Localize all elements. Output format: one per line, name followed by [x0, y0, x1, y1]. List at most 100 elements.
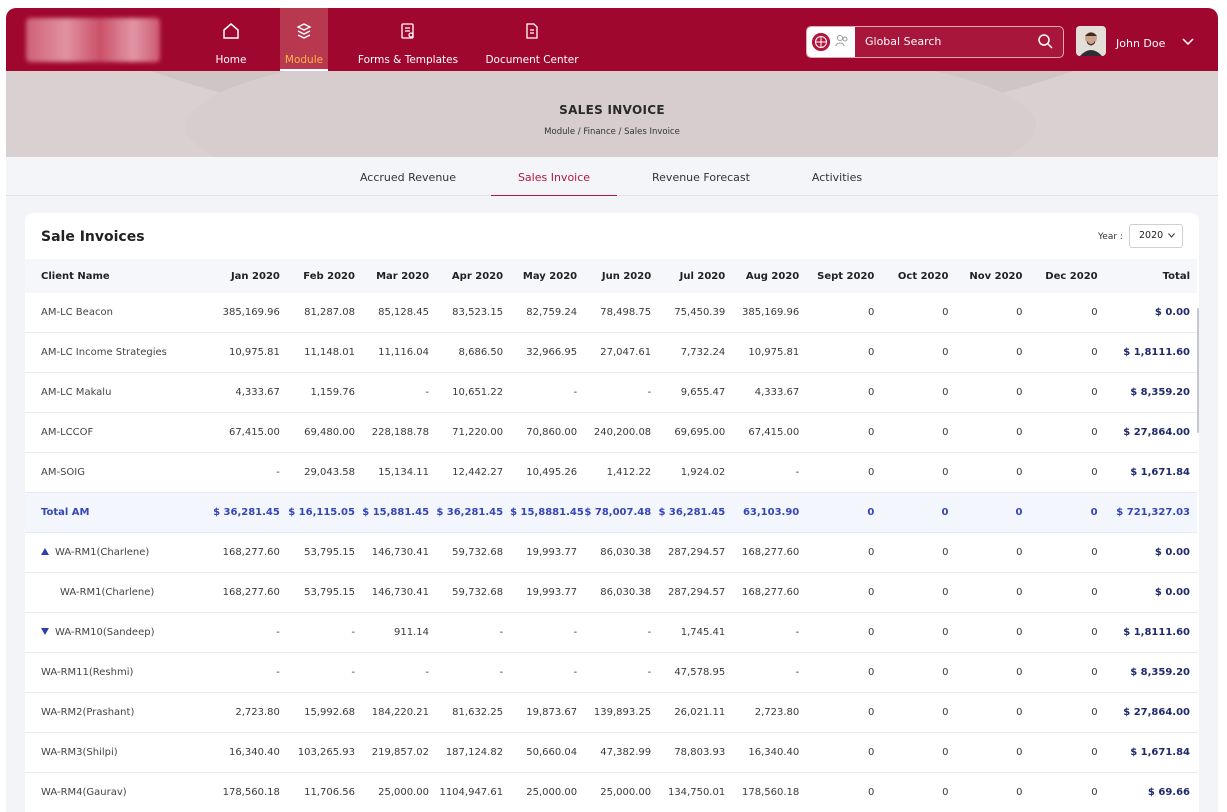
column-header[interactable]: Nov 2020 [955, 259, 1030, 293]
globe-icon[interactable] [812, 33, 830, 51]
company-logo[interactable] [26, 18, 160, 62]
column-header[interactable]: Dec 2020 [1029, 259, 1105, 293]
month-value-cell: - [732, 652, 807, 693]
month-value-cell: 59,732.68 [436, 532, 511, 573]
search-scope-toggle[interactable] [807, 27, 855, 57]
column-header[interactable]: Feb 2020 [286, 259, 362, 293]
column-header[interactable]: Oct 2020 [881, 259, 956, 293]
client-name-cell: Total AM [25, 492, 199, 533]
month-value-cell: 9,655.47 [658, 372, 733, 413]
total-row[interactable]: Total AM $ 36,281.45 $ 16,115.05 $ 15,881.4… [25, 492, 1197, 533]
table-row[interactable]: WA-RM4(Gaurav) 178,560.18 11,706.56 25,000.… [25, 772, 1197, 812]
tab-sales-invoice[interactable]: Sales Invoice [491, 157, 617, 196]
month-value-cell: 4,333.67 [198, 372, 287, 413]
month-value-cell: 47,578.95 [658, 652, 733, 693]
user-name[interactable]: John Doe [1116, 37, 1166, 50]
month-value-cell: $ 16,115.05 [286, 492, 362, 533]
global-search[interactable]: Global Search [806, 26, 1064, 58]
column-header[interactable]: Jan 2020 [198, 259, 287, 293]
month-value-cell: 1,159.76 [286, 372, 362, 413]
people-icon[interactable] [835, 34, 849, 48]
month-value-cell: 19,993.77 [510, 572, 585, 613]
column-header[interactable]: Total [1104, 259, 1197, 293]
month-value-cell: 81,632.25 [436, 692, 511, 733]
table-row[interactable]: WA-RM11(Reshmi) - - - - - -47,578.95-0 0 0 0 $ 8,3… [25, 652, 1197, 693]
nav-item-home[interactable]: Home [206, 8, 256, 71]
month-value-cell: 63,103.90 [732, 492, 807, 533]
chevron-down-icon[interactable] [1182, 38, 1194, 46]
table-row[interactable]: AM-LC Makalu 4,333.67 1,159.76-10,651.22- -… [25, 372, 1197, 413]
column-header[interactable]: Client Name [25, 259, 199, 293]
month-value-cell: 0 [806, 372, 882, 413]
page-header-banner: SALES INVOICE Module / Finance / Sales I… [6, 71, 1218, 157]
nav-label-forms: Forms & Templates [357, 54, 459, 66]
month-value-cell: - [198, 652, 287, 693]
month-value-cell: 0 [1029, 612, 1105, 653]
table-row[interactable]: AM-LC Income Strategies 10,975.81 11,148.0… [25, 332, 1197, 373]
tab-accrued-revenue[interactable]: Accrued Revenue [359, 171, 457, 184]
month-value-cell: - [584, 612, 659, 653]
column-header[interactable]: Jun 2020 [584, 259, 659, 293]
month-value-cell: 0 [1029, 412, 1105, 453]
month-value-cell: 0 [1029, 732, 1105, 773]
month-value-cell: - [510, 612, 585, 653]
column-header[interactable]: Sept 2020 [806, 259, 882, 293]
table-row[interactable]: WA-RM1(Charlene) 168,277.60 53,795.15 146,7… [25, 532, 1197, 573]
client-name-cell[interactable]: WA-RM10(Sandeep) [25, 612, 199, 653]
table-row[interactable]: AM-SOIG -29,043.58 15,134.11 12,442.27 10,49… [25, 452, 1197, 493]
month-value-cell: 71,220.00 [436, 412, 511, 453]
month-value-cell: 0 [955, 412, 1030, 453]
table-row[interactable]: AM-LCCOF 67,415.00 69,480.00 228,188.78 71,2… [25, 412, 1197, 453]
tab-activities[interactable]: Activities [811, 171, 863, 184]
month-value-cell: 1,924.02 [658, 452, 733, 493]
total-cell: $ 0.00 [1104, 532, 1197, 573]
month-value-cell: 0 [806, 492, 882, 533]
month-value-cell: 385,169.96 [732, 293, 807, 333]
search-input[interactable]: Global Search [865, 35, 942, 48]
nav-item-forms-templates[interactable]: Forms & Templates [356, 8, 460, 71]
vertical-scrollbar[interactable] [1197, 308, 1199, 433]
client-name-cell[interactable]: WA-RM1(Charlene) [25, 532, 199, 573]
month-value-cell: 0 [806, 412, 882, 453]
month-value-cell: - [732, 612, 807, 653]
client-name: AM-SOIG [41, 467, 85, 478]
page-title: SALES INVOICE [559, 103, 665, 117]
table-row[interactable]: WA-RM2(Prashant) 2,723.80 15,992.68 184,220… [25, 692, 1197, 733]
month-value-cell: 168,277.60 [198, 572, 287, 613]
month-value-cell: 15,134.11 [361, 452, 437, 493]
month-value-cell: 168,277.60 [732, 572, 807, 613]
column-header[interactable]: Aug 2020 [732, 259, 807, 293]
table-row[interactable]: AM-LC Beacon 385,169.96 81,287.08 85,128.45… [25, 293, 1197, 333]
month-value-cell: 184,220.21 [361, 692, 437, 733]
column-header[interactable]: Mar 2020 [361, 259, 437, 293]
user-avatar[interactable] [1076, 26, 1106, 56]
avatar-icon [1076, 26, 1106, 56]
search-icon[interactable] [1037, 33, 1053, 49]
month-value-cell: 0 [955, 532, 1030, 573]
month-value-cell: 0 [806, 332, 882, 373]
table-row[interactable]: WA-RM1(Charlene) 168,277.60 53,795.15 146,7… [25, 572, 1197, 613]
month-value-cell: 0 [955, 372, 1030, 413]
table-row[interactable]: WA-RM10(Sandeep) - -911.14- - -1,745.41-0 0 0 0… [25, 612, 1197, 653]
client-name-cell: AM-LC Income Strategies [25, 332, 199, 373]
sales-invoice-table: Client Name Jan 2020 Feb 2020 Mar 2020 Apr 2… [25, 259, 1197, 812]
client-name: WA-RM10(Sandeep) [55, 627, 155, 638]
nav-item-document-center[interactable]: Document Center [484, 8, 580, 71]
month-value-cell: $ 15,881.45 [361, 492, 437, 533]
table-row[interactable]: WA-RM3(Shilpi) 16,340.40 103,265.93 219,857… [25, 732, 1197, 773]
column-header[interactable]: Apr 2020 [436, 259, 511, 293]
column-header[interactable]: Jul 2020 [658, 259, 733, 293]
year-select[interactable]: 2020 [1129, 224, 1183, 248]
breadcrumb[interactable]: Module / Finance / Sales Invoice [544, 127, 680, 137]
month-value-cell: 134,750.01 [658, 772, 733, 812]
expand-triangle-icon[interactable] [41, 628, 49, 635]
nav-item-module[interactable]: Module [280, 8, 328, 71]
month-value-cell: 50,660.04 [510, 732, 585, 773]
month-value-cell: 0 [806, 732, 882, 773]
forms-icon [401, 23, 414, 39]
tab-revenue-forecast[interactable]: Revenue Forecast [652, 171, 750, 184]
column-header[interactable]: May 2020 [510, 259, 585, 293]
collapse-triangle-icon[interactable] [41, 548, 49, 555]
client-name-cell: WA-RM3(Shilpi) [25, 732, 199, 773]
total-cell: $ 1,671.84 [1104, 732, 1197, 773]
